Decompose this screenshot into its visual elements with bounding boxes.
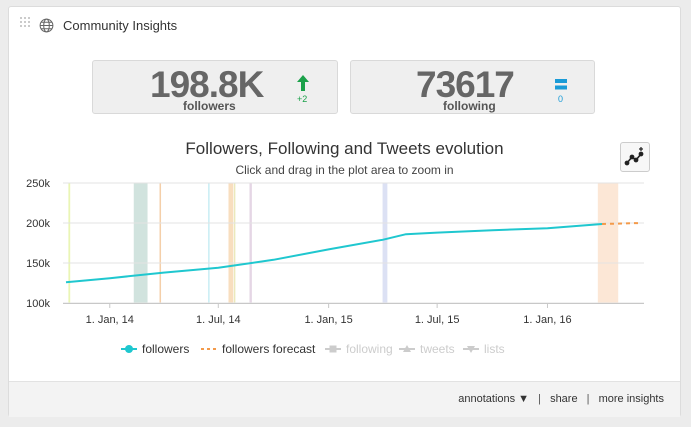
followers-stat-card: 198.8K followers +2 [92,60,338,114]
legend-marker [125,345,133,353]
annotation-band[interactable] [597,183,619,303]
annotation-band[interactable] [159,183,162,303]
legend-label: lists [484,342,505,356]
footer-separator: | [586,393,590,405]
chart-title: Followers, Following and Tweets evolutio… [185,139,504,158]
panel-title: Community Insights [63,18,178,33]
annotations-dropdown[interactable]: annotations ▼ [458,393,530,405]
chart-options-button[interactable] [620,142,650,172]
legend-marker [329,345,337,353]
footer-separator: | [538,393,541,405]
annotation-band[interactable] [228,183,234,303]
legend-label: followers [142,342,189,356]
globe-icon [39,18,54,33]
y-tick-label: 150k [26,258,50,270]
x-tick-label: 1. Jul, 14 [196,314,241,326]
following-stat-card: 73617 following 0 [350,60,595,114]
drag-handle-icon[interactable] [19,16,31,30]
panel-header: Community Insights [9,7,680,39]
annotation-band[interactable] [382,183,388,303]
chart-menu-icon [624,147,644,166]
evolution-chart[interactable]: 100k 150k 200k 250k 1. Jan, 14 1. Jul, 14 1. … [9,7,680,379]
followers-count: 198.8K [150,64,264,105]
y-tick-label: 250k [26,178,50,190]
legend-label: tweets [420,342,455,356]
arrow-up-icon [297,75,309,91]
legend-marker [467,346,475,353]
legend-item-followers-forecast[interactable]: followers forecast [201,342,316,356]
legend-item-followers[interactable]: followers [121,342,189,356]
followers-label: followers [183,99,236,113]
x-tick-label: 1. Jan, 15 [304,314,352,326]
share-link[interactable]: share [550,393,578,405]
legend-item-lists[interactable]: lists [463,342,505,356]
legend-label: followers forecast [222,342,316,356]
community-insights-panel: Community Insights 198.8K followers +2 7… [8,6,681,417]
legend-item-following[interactable]: following [325,342,393,356]
y-tick-label: 200k [26,218,50,230]
more-insights-link[interactable]: more insights [598,393,664,405]
annotation-band[interactable] [133,183,148,303]
x-tick-label: 1. Jan, 14 [86,314,134,326]
x-tick-label: 1. Jul, 15 [415,314,460,326]
annotation-band[interactable] [208,183,210,303]
annotation-band[interactable] [68,183,71,303]
y-tick-label: 100k [26,298,50,310]
following-label: following [443,99,496,113]
series-line-followers[interactable] [65,223,603,284]
x-tick-label: 1. Jan, 16 [523,314,571,326]
following-count: 73617 [416,64,515,105]
legend-label: following [346,342,393,356]
followers-delta: +2 [297,94,308,104]
annotation-band[interactable] [233,183,236,303]
legend-item-tweets[interactable]: tweets [399,342,455,356]
legend-marker [403,345,411,352]
equal-icon [555,79,567,90]
following-delta: 0 [558,94,564,104]
chart-subtitle: Click and drag in the plot area to zoom … [235,163,454,177]
panel-footer: annotations ▼ | share | more insights [9,381,680,417]
annotation-band[interactable] [249,183,252,303]
series-line-followers-forecast[interactable] [601,222,642,225]
